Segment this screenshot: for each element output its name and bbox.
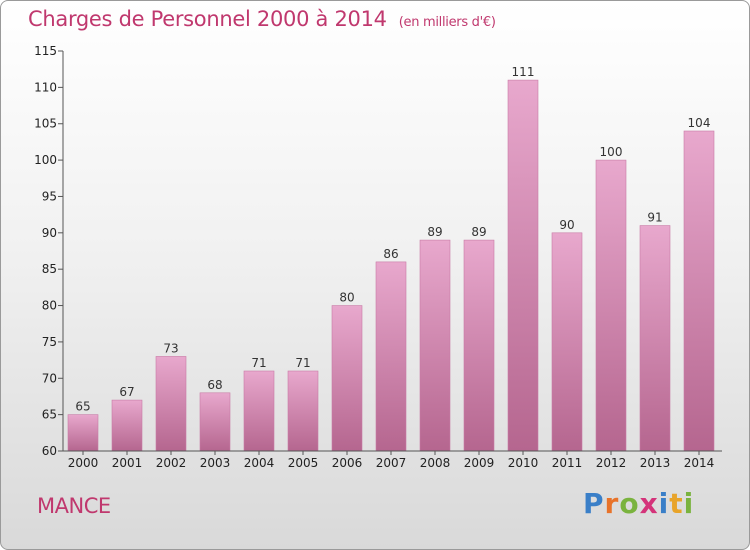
x-tick-label: 2009	[464, 456, 495, 470]
x-tick-label: 2000	[68, 456, 99, 470]
bar-2012	[595, 159, 627, 452]
bar-2013	[639, 225, 671, 452]
value-label: 91	[647, 211, 662, 225]
bar-2000	[67, 414, 99, 452]
value-label: 104	[688, 116, 711, 130]
value-label: 86	[383, 247, 398, 261]
bar-2014	[683, 130, 715, 452]
bar-2007	[375, 261, 407, 452]
bars	[67, 79, 715, 452]
value-label: 68	[207, 378, 222, 392]
bar-2004	[243, 370, 275, 452]
x-tick-label: 2007	[376, 456, 407, 470]
bar-2001	[111, 399, 143, 452]
x-tick-label: 2001	[112, 456, 143, 470]
y-tick-label: 105	[34, 117, 57, 131]
logo-letter: i	[683, 487, 695, 520]
value-label: 65	[75, 400, 90, 414]
bar-2009	[463, 239, 495, 452]
chart-title: Charges de Personnel 2000 à 2014 (en mill…	[28, 7, 496, 31]
chart-title-text: Charges de Personnel 2000 à 2014	[28, 7, 387, 31]
x-tick-label: 2005	[288, 456, 319, 470]
x-tick-label: 2008	[420, 456, 451, 470]
x-tick-label: 2014	[684, 456, 715, 470]
y-tick-label: 115	[34, 44, 57, 58]
x-tick-label: 2012	[596, 456, 627, 470]
logo-letter: x	[639, 487, 659, 520]
logo-letter: o	[619, 487, 640, 520]
logo-letter: i	[658, 487, 670, 520]
x-tick-label: 2006	[332, 456, 363, 470]
place-name: MANCE	[37, 494, 111, 518]
proxiti-logo: Proxiti	[583, 487, 694, 520]
bar-2011	[551, 232, 583, 452]
value-label: 90	[559, 218, 574, 232]
x-tick-label: 2011	[552, 456, 583, 470]
value-label: 100	[600, 145, 623, 159]
value-label: 89	[427, 225, 442, 239]
bar-2005	[287, 370, 319, 452]
bar-2006	[331, 305, 363, 452]
bar-2008	[419, 239, 451, 452]
logo-letter: P	[583, 487, 605, 520]
logo-letter: r	[604, 487, 620, 520]
bar-2002	[155, 356, 187, 452]
y-tick-label: 100	[34, 153, 57, 167]
x-tick-label: 2004	[244, 456, 275, 470]
value-label: 71	[295, 356, 310, 370]
value-label: 89	[471, 225, 486, 239]
y-tick-label: 70	[42, 371, 57, 385]
value-label: 111	[512, 65, 535, 79]
y-tick-label: 75	[42, 335, 57, 349]
value-label: 73	[163, 341, 178, 355]
value-label: 71	[251, 356, 266, 370]
y-tick-label: 95	[42, 189, 57, 203]
chart-subtitle: (en milliers d'€)	[398, 15, 496, 30]
y-tick-label: 110	[34, 80, 57, 94]
x-tick-label: 2003	[200, 456, 231, 470]
bar-2010	[507, 79, 539, 452]
x-tick-label: 2010	[508, 456, 539, 470]
value-label: 80	[339, 291, 354, 305]
x-axis: 2000 2001 2002 2003 2004 2005 2006 2007 2008 2009…	[63, 450, 722, 470]
y-tick-label: 60	[42, 444, 57, 458]
value-label: 67	[119, 385, 134, 399]
logo-letter: t	[669, 487, 684, 520]
bar-2003	[199, 392, 231, 452]
x-tick-label: 2013	[640, 456, 671, 470]
y-tick-label: 65	[42, 408, 57, 422]
y-axis: 60 65 70 75 80 85 90 95 100 105 110 115	[34, 44, 64, 458]
y-tick-label: 80	[42, 299, 57, 313]
x-tick-label: 2002	[156, 456, 187, 470]
y-tick-label: 85	[42, 262, 57, 276]
y-tick-label: 90	[42, 226, 57, 240]
value-labels: 65 67 73 68 71 71 80 86 89 89 111 90 100 91 104	[75, 65, 710, 414]
